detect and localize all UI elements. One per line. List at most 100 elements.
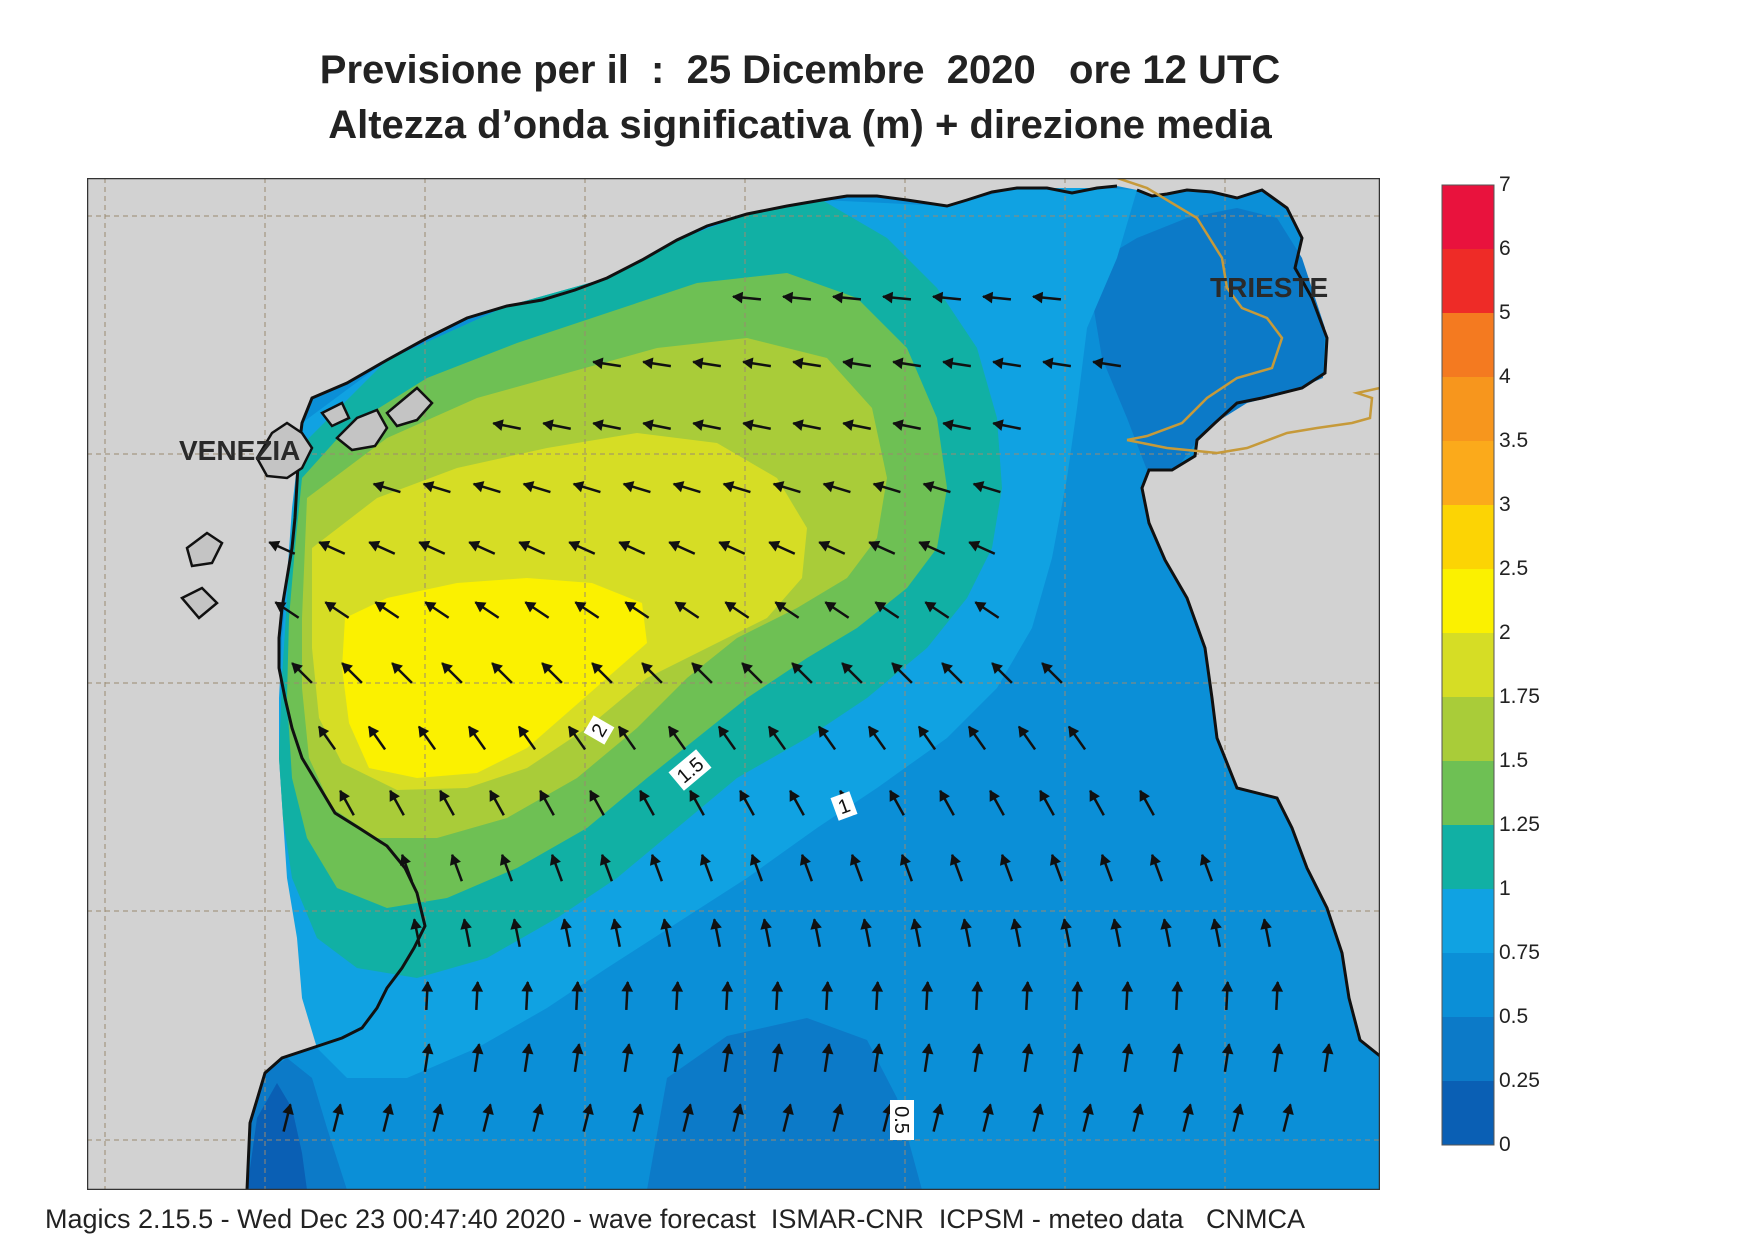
wave-arrow-head xyxy=(589,789,600,802)
wave-arrow-head xyxy=(418,725,430,738)
legend-label: 3.5 xyxy=(1499,429,1529,452)
footer-credits: Magics 2.15.5 - Wed Dec 23 00:47:40 2020… xyxy=(45,1204,1305,1234)
legend-label: 2.5 xyxy=(1499,557,1529,580)
wave-arrow-head xyxy=(872,481,885,493)
wave-arrow-head xyxy=(624,601,637,613)
wave-arrow-head xyxy=(568,725,580,738)
wave-arrow-head xyxy=(610,918,622,930)
legend-label: 0.25 xyxy=(1499,1069,1540,1092)
wave-arrow-head xyxy=(1132,1103,1144,1116)
wave-arrow-head xyxy=(341,662,353,674)
wave-arrow-head xyxy=(432,1103,444,1116)
wave-arrow-head xyxy=(868,725,880,738)
wave-arrow-head xyxy=(1121,980,1134,992)
wave-arrow-head xyxy=(891,662,903,674)
wave-arrow-head xyxy=(818,725,830,738)
wave-arrow-head xyxy=(922,481,935,493)
wave-arrow-head xyxy=(618,725,630,738)
wave-arrow-head xyxy=(642,419,654,431)
wave-arrow-head xyxy=(1099,853,1111,866)
wave-arrow-head xyxy=(849,853,861,866)
wave-arrow-head xyxy=(668,725,680,738)
wave-arrow-head xyxy=(792,357,804,370)
wave-arrow-head xyxy=(742,357,754,370)
wave-arrow-head xyxy=(832,1103,844,1116)
wave-arrow-head xyxy=(522,481,535,493)
legend-band xyxy=(1442,505,1494,569)
legend-label: 0.5 xyxy=(1499,1005,1529,1028)
wave-arrow-head xyxy=(882,291,894,304)
wave-arrow-head xyxy=(1071,980,1084,992)
legend-label: 3 xyxy=(1499,493,1511,516)
wave-arrow-head xyxy=(1221,1043,1234,1055)
wave-arrow-head xyxy=(521,1043,534,1055)
wave-arrow-head xyxy=(449,853,461,866)
wave-arrow-head xyxy=(471,980,484,992)
graticule xyxy=(87,178,1380,1190)
wave-arrow-head xyxy=(671,1043,684,1055)
wave-arrow-head xyxy=(482,1103,494,1116)
wave-arrow-head xyxy=(599,853,611,866)
wave-arrow-head xyxy=(822,481,835,493)
wave-arrow-head xyxy=(982,1103,994,1116)
wave-arrow-head xyxy=(892,357,904,370)
wave-arrow-head xyxy=(972,481,985,493)
wave-arrow-head xyxy=(368,540,381,552)
wave-arrow-head xyxy=(1021,980,1034,992)
wave-arrow-head xyxy=(1092,357,1104,370)
wave-arrow-head xyxy=(1121,1043,1134,1055)
wave-arrow-head xyxy=(621,980,634,992)
contour-labels: 2 1.5 1 0.5 xyxy=(583,715,914,1140)
wave-arrow-head xyxy=(660,918,672,930)
wave-arrow-head xyxy=(421,980,434,992)
legend-label: 4 xyxy=(1499,365,1511,388)
wave-arrow-head xyxy=(824,601,837,613)
wave-arrow-head xyxy=(1018,725,1030,738)
wave-arrow-head xyxy=(618,540,631,552)
wave-arrow-head xyxy=(942,419,954,431)
wave-arrow-head xyxy=(518,540,531,552)
wave-arrow-head xyxy=(591,662,603,674)
wave-arrow-head xyxy=(368,725,380,738)
wave-arrow-head xyxy=(974,601,987,613)
wave-arrow-head xyxy=(1271,1043,1284,1055)
wave-arrow-head xyxy=(821,1043,834,1055)
legend-band xyxy=(1442,953,1494,1017)
wave-arrow-head xyxy=(542,419,554,431)
wave-arrow-head xyxy=(768,725,780,738)
wave-arrow-head xyxy=(389,789,400,802)
wave-arrow-head xyxy=(1160,918,1172,930)
wave-arrow-head xyxy=(441,662,453,674)
legend-band xyxy=(1442,633,1494,697)
wave-arrow-head xyxy=(472,481,485,493)
wave-arrow-head xyxy=(572,481,585,493)
legend-band xyxy=(1442,377,1494,441)
wave-arrow-head xyxy=(910,918,922,930)
wave-arrow-head xyxy=(642,357,654,370)
legend-label: 0 xyxy=(1499,1133,1511,1156)
wave-arrow-head xyxy=(549,853,561,866)
wave-arrow-head xyxy=(1032,291,1044,304)
wave-arrow-head xyxy=(682,1103,694,1116)
wave-arrow-head xyxy=(410,918,422,930)
wave-arrow-head xyxy=(892,419,904,431)
wave-arrow-head xyxy=(718,725,730,738)
wave-arrow-head xyxy=(991,662,1003,674)
wave-arrow-head xyxy=(941,662,953,674)
wave-arrow-head xyxy=(649,853,661,866)
wave-arrow-head xyxy=(832,291,844,304)
legend-frame xyxy=(1441,184,1495,1146)
wave-arrow-head xyxy=(732,1103,744,1116)
wave-arrow-head xyxy=(318,725,330,738)
wave-arrow-head xyxy=(932,291,944,304)
wave-arrow-head xyxy=(632,1103,644,1116)
wave-arrow-head xyxy=(282,1103,294,1116)
wave-arrow-head xyxy=(971,1043,984,1055)
wave-arrow-head xyxy=(499,853,511,866)
wave-arrow-head xyxy=(774,601,787,613)
wave-arrow-head xyxy=(332,1103,344,1116)
wave-arrow-head xyxy=(571,980,584,992)
wave-arrow-head xyxy=(1021,1043,1034,1055)
wave-arrow-head xyxy=(592,419,604,431)
wave-arrow-head xyxy=(710,918,722,930)
